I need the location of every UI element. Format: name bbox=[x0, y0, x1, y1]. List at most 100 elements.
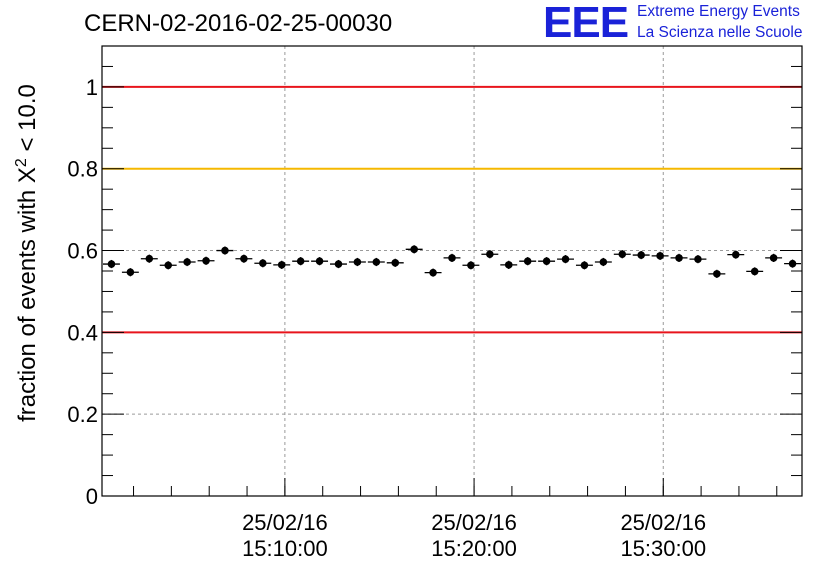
data-point bbox=[140, 254, 158, 263]
point-marker bbox=[126, 268, 135, 277]
y-tick-label: 0.2 bbox=[67, 402, 98, 427]
data-point bbox=[216, 246, 234, 255]
point-marker bbox=[523, 257, 532, 265]
data-point bbox=[689, 255, 707, 264]
y-tick-label: 1 bbox=[86, 75, 98, 100]
data-point bbox=[103, 259, 120, 269]
data-point bbox=[121, 268, 139, 277]
y-axis-title-superscript: 2 bbox=[13, 158, 30, 167]
point-marker bbox=[580, 261, 589, 270]
data-point bbox=[197, 256, 215, 265]
point-marker bbox=[107, 260, 116, 268]
y-axis-title-main: fraction of events with X bbox=[14, 167, 41, 422]
data-point bbox=[292, 257, 310, 266]
data-point bbox=[632, 250, 650, 260]
y-tick-label: 0.8 bbox=[67, 157, 98, 182]
y-tick-labels: 0 0.2 0.4 0.6 0.8 1 bbox=[67, 75, 98, 509]
data-point bbox=[613, 250, 631, 259]
data-point bbox=[651, 251, 669, 260]
plot-frame bbox=[101, 45, 803, 497]
x-tick-label-date: 25/02/16 bbox=[431, 510, 517, 535]
point-marker bbox=[731, 250, 740, 259]
x-tick-label-time: 15:10:00 bbox=[242, 536, 328, 561]
data-point bbox=[386, 258, 404, 267]
point-marker bbox=[259, 259, 267, 268]
x-tick-label-date: 25/02/16 bbox=[242, 510, 328, 535]
point-marker bbox=[353, 258, 362, 266]
data-points bbox=[103, 245, 801, 278]
data-point bbox=[405, 245, 423, 254]
data-point bbox=[443, 253, 461, 262]
logo-tagline-2: La Scienza nelle Scuole bbox=[637, 24, 803, 41]
data-point bbox=[784, 259, 801, 268]
data-point bbox=[519, 257, 537, 266]
data-point bbox=[273, 260, 291, 269]
point-marker bbox=[315, 257, 324, 265]
point-marker bbox=[296, 257, 305, 265]
data-point bbox=[481, 250, 499, 259]
y-axis-title: fraction of events with X2 < 10.0 bbox=[13, 84, 41, 422]
data-point bbox=[594, 257, 612, 267]
y-tick-label: 0.4 bbox=[67, 320, 98, 345]
point-marker bbox=[277, 261, 286, 269]
point-marker bbox=[769, 254, 778, 262]
data-point bbox=[330, 259, 347, 269]
point-marker bbox=[486, 250, 494, 259]
data-point bbox=[348, 257, 366, 267]
point-marker bbox=[675, 254, 683, 262]
data-point bbox=[424, 268, 442, 277]
data-point bbox=[765, 253, 783, 262]
point-marker bbox=[202, 256, 210, 265]
x-tick-labels: 25/02/1615:10:0025/02/1615:20:0025/02/16… bbox=[242, 510, 706, 561]
logo-tagline-1: Extreme Energy Events bbox=[637, 3, 800, 20]
data-point bbox=[462, 261, 480, 270]
data-point bbox=[254, 259, 272, 268]
point-marker bbox=[656, 252, 664, 260]
point-marker bbox=[145, 254, 154, 263]
point-marker bbox=[221, 246, 229, 255]
y-tick-label: 0.6 bbox=[67, 239, 98, 264]
data-point bbox=[235, 254, 253, 263]
point-marker bbox=[504, 261, 513, 269]
eee-logo: EEE Extreme Energy Events La Scienza nel… bbox=[543, 0, 833, 47]
point-marker bbox=[637, 251, 645, 259]
data-point bbox=[500, 260, 518, 269]
point-marker bbox=[788, 259, 797, 268]
data-point bbox=[367, 257, 385, 267]
grid-lines bbox=[102, 46, 802, 496]
point-marker bbox=[467, 261, 475, 270]
point-marker bbox=[410, 245, 418, 254]
point-marker bbox=[429, 268, 437, 277]
point-marker bbox=[561, 255, 570, 263]
data-point bbox=[575, 261, 593, 270]
point-marker bbox=[372, 258, 381, 266]
x-tick-label-time: 15:30:00 bbox=[620, 536, 706, 561]
data-point bbox=[746, 267, 764, 276]
point-marker bbox=[542, 257, 551, 265]
point-marker bbox=[750, 267, 759, 276]
point-marker bbox=[599, 258, 608, 266]
data-point bbox=[311, 257, 329, 266]
x-tick-label-date: 25/02/16 bbox=[620, 510, 706, 535]
reference-lines bbox=[102, 85, 802, 334]
x-tick-label-time: 15:20:00 bbox=[431, 536, 517, 561]
data-point bbox=[159, 261, 177, 270]
eee-logo-mark: EEE bbox=[543, 0, 629, 47]
point-marker bbox=[694, 255, 702, 263]
axis-ticks bbox=[102, 65, 802, 497]
point-marker bbox=[334, 260, 343, 268]
point-marker bbox=[713, 270, 721, 278]
data-point bbox=[538, 257, 556, 266]
data-point bbox=[670, 253, 688, 262]
point-marker bbox=[240, 254, 248, 263]
y-tick-label: 0 bbox=[86, 484, 98, 509]
data-point bbox=[557, 255, 574, 264]
y-axis-title-suffix: < 10.0 bbox=[14, 84, 41, 158]
point-marker bbox=[618, 250, 627, 259]
run-title: CERN-02-2016-02-25-00030 bbox=[84, 10, 393, 37]
data-point bbox=[708, 269, 726, 278]
point-marker bbox=[164, 261, 173, 270]
point-marker bbox=[391, 259, 400, 267]
data-point bbox=[727, 250, 745, 259]
